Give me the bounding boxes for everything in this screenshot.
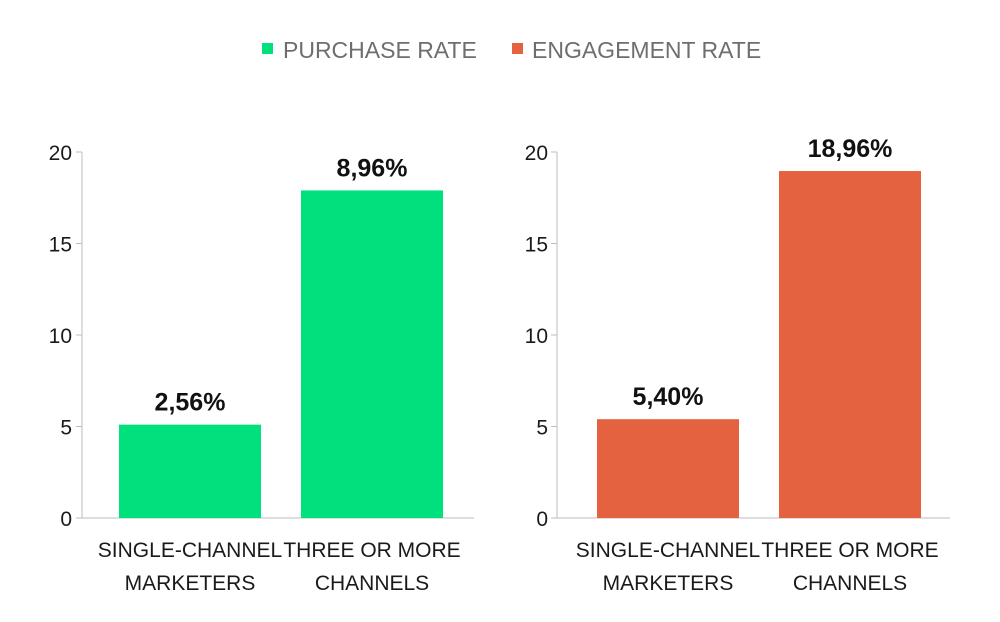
y-tick-label: 0 (536, 508, 548, 531)
data-label: 2,56% (155, 389, 226, 417)
chart-panel-2: 0 5 10 15 20 5,40% SINGLE-CHANNEL MARKETERS 18,9… (525, 135, 950, 595)
x-tick-label: CHANNELS (315, 572, 429, 595)
bar (779, 171, 921, 519)
x-tick-label: MARKETERS (603, 572, 734, 595)
y-tick-label: 5 (536, 417, 548, 440)
legend-swatch-engagement-rate (512, 43, 523, 54)
chart-panel-1: 0 5 10 15 20 2,56% SINGLE-CHANNEL MARKETERS 8,96… (49, 142, 474, 595)
data-label: 5,40% (633, 383, 704, 411)
y-tick-label: 20 (525, 142, 548, 165)
data-label: 8,96% (337, 154, 408, 182)
x-tick-label: SINGLE-CHANNEL (98, 539, 282, 562)
legend-label-engagement-rate: ENGAGEMENT RATE (532, 37, 761, 63)
x-tick-label: CHANNELS (793, 572, 907, 595)
y-tick-label: 15 (525, 234, 548, 257)
y-tick-label: 10 (525, 325, 548, 348)
bar (597, 419, 739, 518)
x-tick-label: MARKETERS (125, 572, 256, 595)
legend: PURCHASE RATE ENGAGEMENT RATE (262, 37, 761, 63)
y-tick-label: 20 (49, 142, 72, 165)
y-tick-label: 0 (60, 508, 72, 531)
legend-swatch-purchase-rate (262, 43, 273, 54)
x-tick-label: THREE OR MORE (283, 539, 460, 562)
bar (301, 190, 443, 518)
legend-label-purchase-rate: PURCHASE RATE (283, 37, 477, 63)
y-tick-label: 15 (49, 234, 72, 257)
y-tick-label: 10 (49, 325, 72, 348)
bar (119, 424, 261, 518)
x-tick-label: SINGLE-CHANNEL (576, 539, 760, 562)
chart-panels: 0 5 10 15 20 2,56% SINGLE-CHANNEL MARKETERS 8,96… (49, 135, 950, 595)
data-label: 18,96% (808, 135, 893, 163)
x-tick-label: THREE OR MORE (761, 539, 938, 562)
y-tick-label: 5 (60, 417, 72, 440)
